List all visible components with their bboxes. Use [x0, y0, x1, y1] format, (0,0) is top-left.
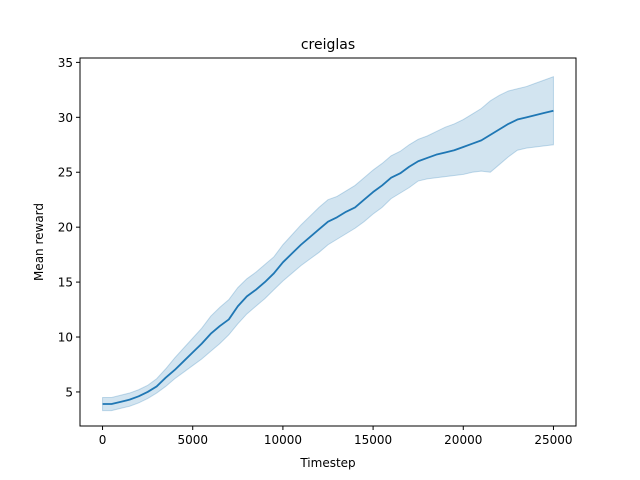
y-tick-label: 15 [58, 276, 73, 290]
y-tick-label: 25 [58, 166, 73, 180]
series-0-mean-line [102, 109, 554, 405]
x-tick-label: 0 [99, 433, 107, 447]
chart-title: creiglas [301, 37, 355, 53]
x-axis-label: Timestep [299, 456, 355, 470]
y-tick-label: 30 [58, 111, 73, 125]
y-tick-label: 20 [58, 221, 73, 235]
y-tick-label: 5 [65, 385, 73, 399]
y-tick-label: 10 [58, 331, 73, 345]
x-tick-label: 25000 [534, 433, 572, 447]
x-tick-label: 15000 [354, 433, 392, 447]
series-0-confidence-band [102, 75, 554, 412]
x-tick-label: 20000 [444, 433, 482, 447]
x-tick-label: 5000 [177, 433, 208, 447]
y-tick-label: 35 [58, 56, 73, 70]
axes-frame [79, 57, 577, 427]
x-tick-label: 10000 [264, 433, 302, 447]
y-axis-label: Mean reward [32, 203, 46, 281]
